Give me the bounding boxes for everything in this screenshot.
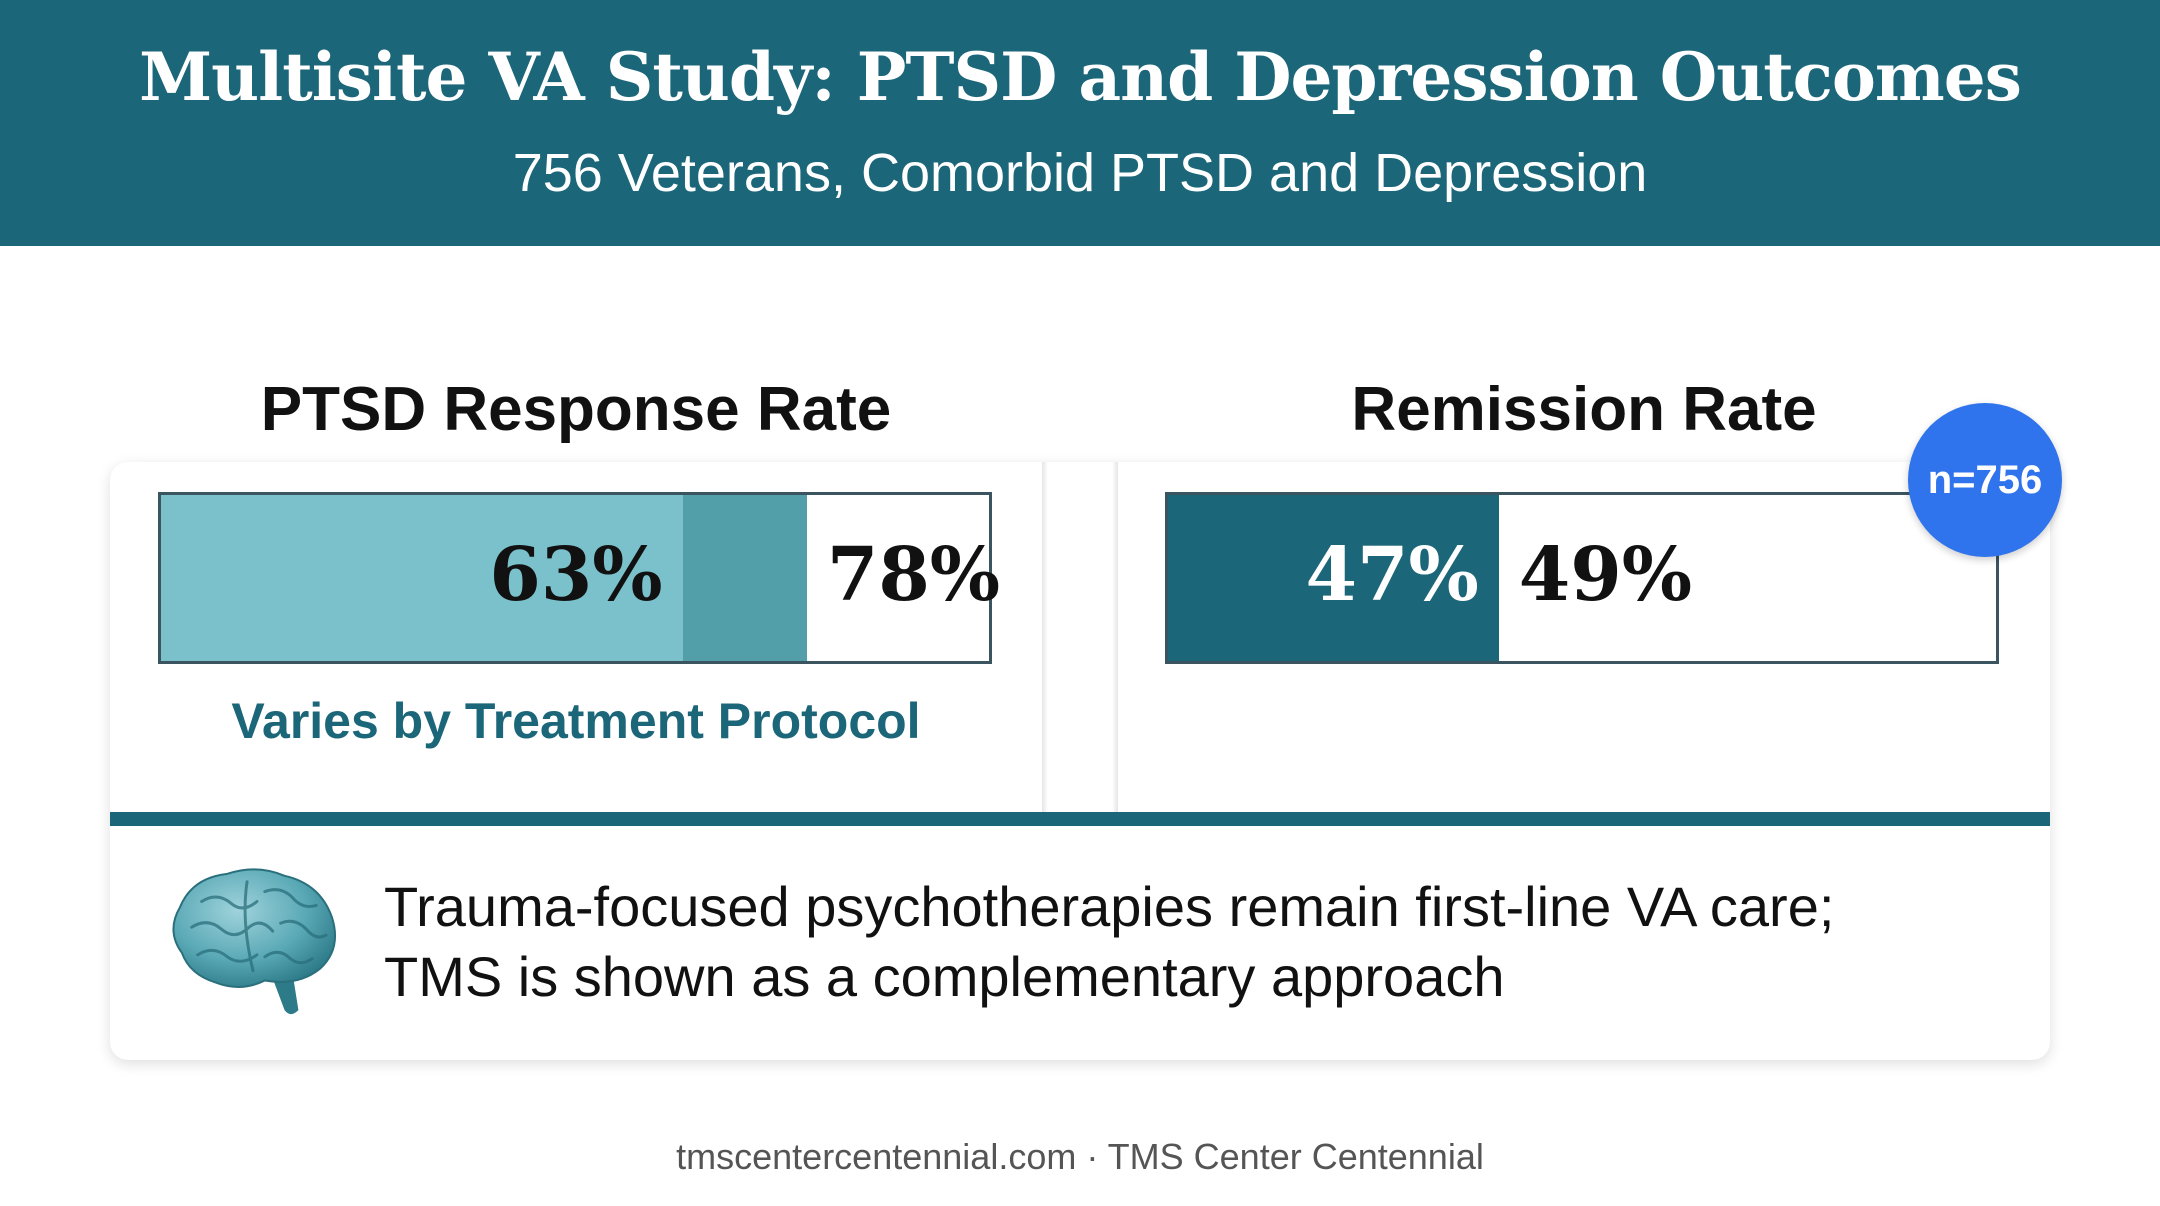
statement-line-2: TMS is shown as a complementary approach: [384, 945, 1505, 1008]
remission-title: Remission Rate: [1351, 375, 1817, 444]
sample-size-badge: n=756: [1908, 403, 2062, 557]
footer-credit: tmscentercentennial.com · TMS Center Cen…: [676, 1136, 1484, 1177]
remission-bar: [1165, 492, 1999, 664]
remission-low-segment: [1168, 495, 1499, 661]
remission-high-label: 49%: [1518, 532, 1693, 618]
statement-line-1: Trauma-focused psychotherapies remain fi…: [384, 875, 1835, 938]
protocol-note: Varies by Treatment Protocol: [231, 693, 921, 749]
header-banner: Multisite VA Study: PTSD and Depression …: [0, 0, 2160, 246]
page-title: Multisite VA Study: PTSD and Depression …: [139, 38, 2022, 116]
ptsd-response-title: PTSD Response Rate: [260, 375, 892, 444]
ptsd-response-bar: [158, 492, 992, 664]
ptsd-low-label: 63%: [489, 532, 663, 618]
ptsd-high-label: 78%: [826, 532, 1001, 618]
ptsd-low-segment: [161, 495, 683, 661]
section-divider: [110, 812, 2050, 826]
brain-icon: [172, 868, 336, 1015]
key-statement: Trauma-focused psychotherapies remain fi…: [384, 872, 2024, 1012]
panel-gap: [1042, 462, 1118, 812]
page-subtitle: 756 Veterans, Comorbid PTSD and Depressi…: [512, 143, 1648, 203]
remission-low-label: 47%: [1305, 532, 1479, 618]
